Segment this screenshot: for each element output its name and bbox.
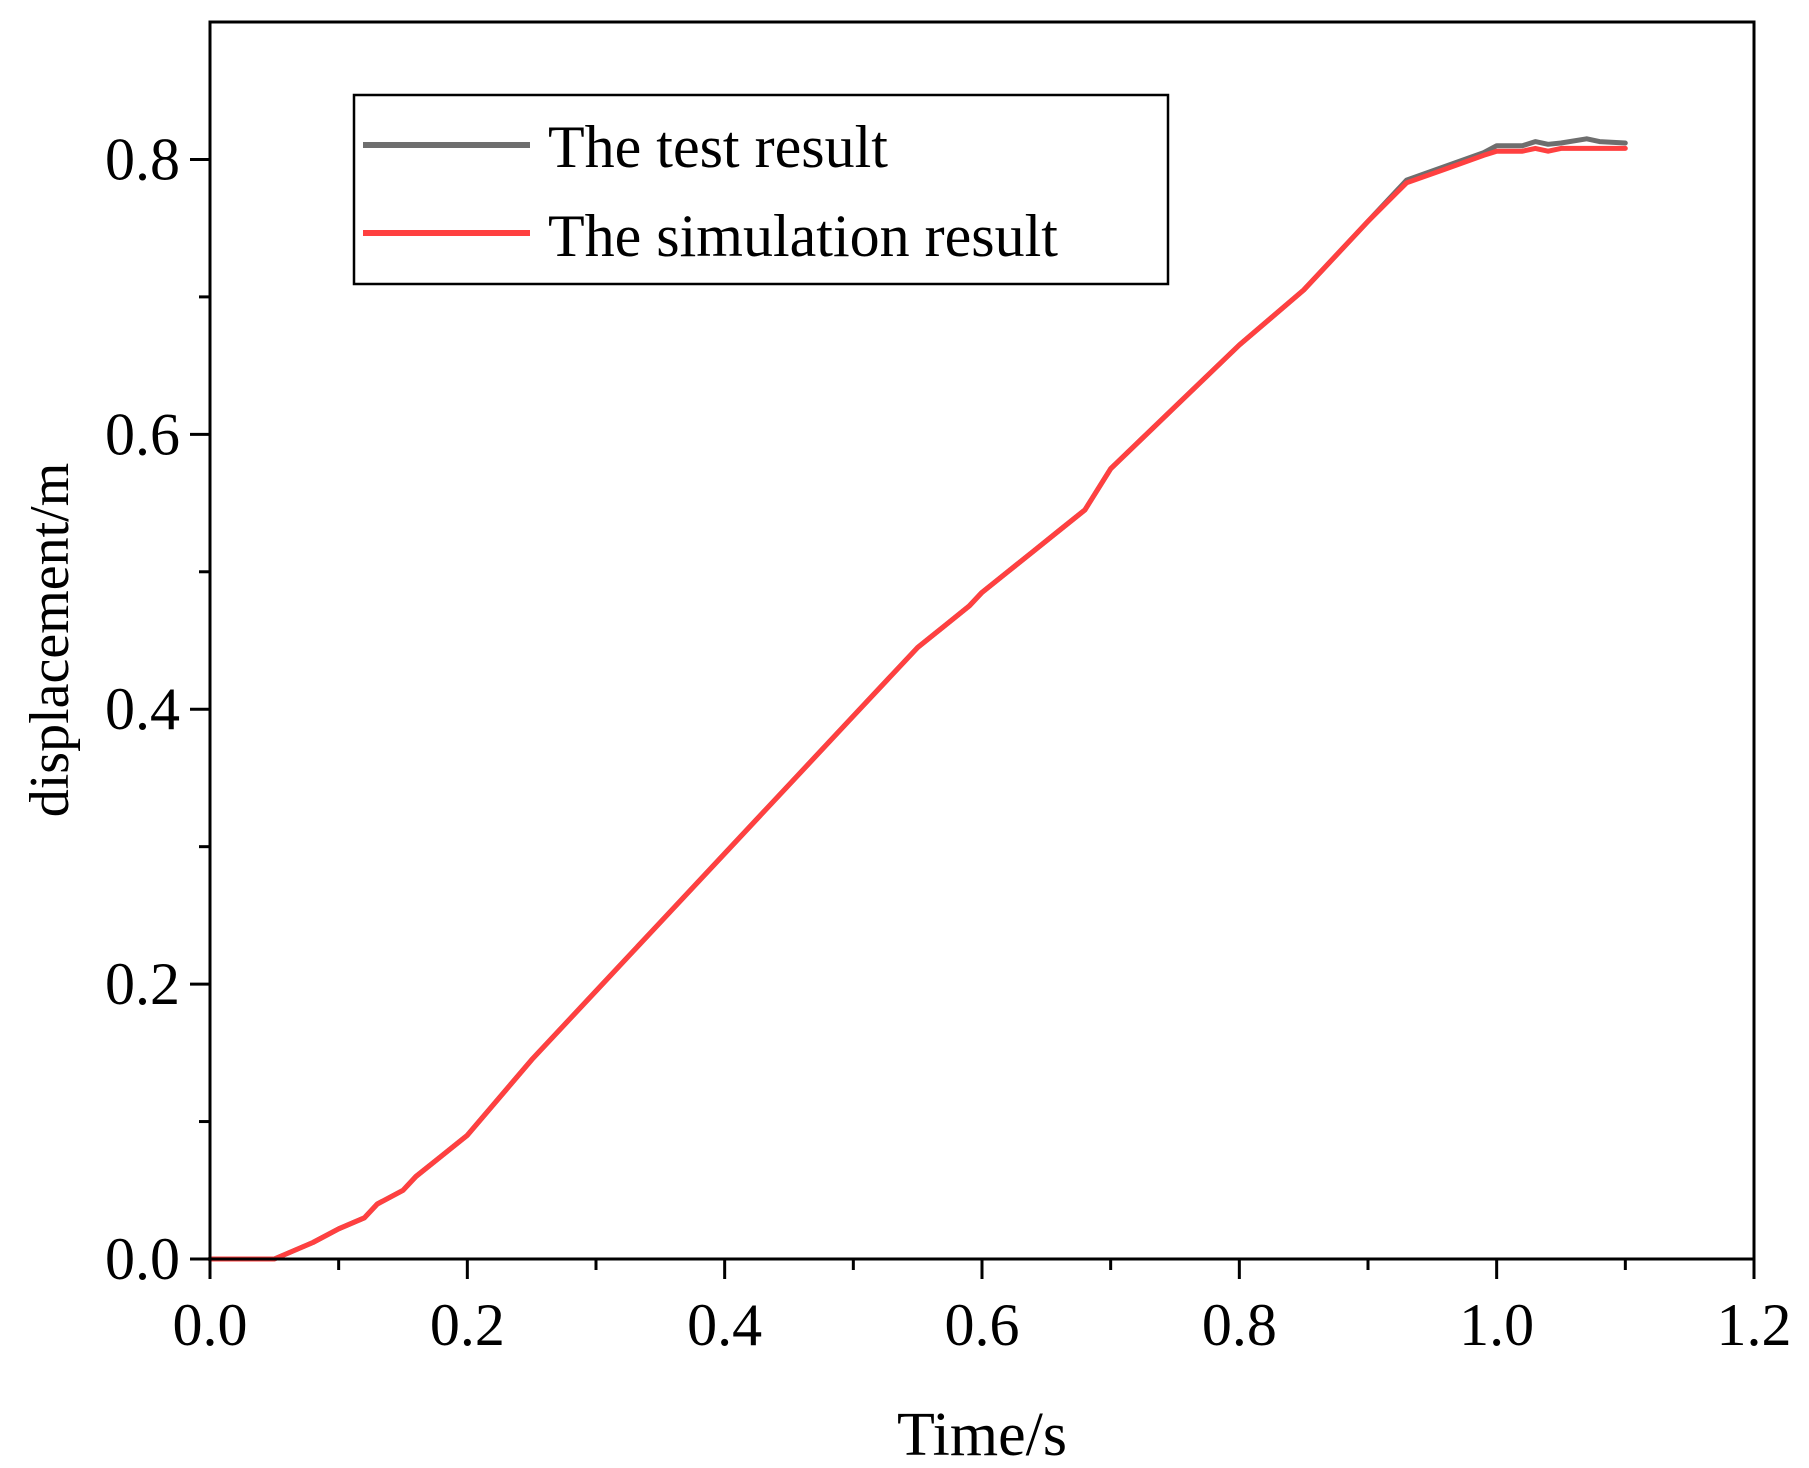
series-layer (207, 136, 1628, 1262)
x-axis-title: Time/s (897, 1401, 1067, 1468)
x-tick-label: 1.0 (1459, 1292, 1534, 1358)
y-tick-label: 0.8 (105, 126, 180, 192)
x-tick-label: 0.6 (945, 1292, 1020, 1358)
x-tick-label: 0.2 (430, 1292, 505, 1358)
x-tick-label: 1.2 (1717, 1292, 1792, 1358)
legend: The test result The simulation result (352, 93, 1170, 286)
series-line-the-simulation-result (207, 145, 1628, 1262)
y-tick-label: 0.4 (105, 676, 180, 742)
legend-box (352, 93, 1170, 286)
y-axis-title: displacement/m (19, 463, 81, 818)
y-tick-label: 0.0 (105, 1226, 180, 1292)
legend-label-test-result: The test result (548, 114, 888, 180)
y-tick-label: 0.6 (105, 401, 180, 467)
axis-layer: 0.0 0.2 0.4 0.6 0.8 1.0 1.2 0.0 0.2 0.4 0.6 0.8 (105, 126, 1792, 1358)
x-tick-label: 0.8 (1202, 1292, 1277, 1358)
x-tick-label: 0.0 (173, 1292, 248, 1358)
legend-label-simulation-result: The simulation result (548, 203, 1058, 269)
plot-area-frame (208, 20, 1756, 1261)
y-tick-label: 0.2 (105, 951, 180, 1017)
x-tick-label: 0.4 (687, 1292, 762, 1358)
